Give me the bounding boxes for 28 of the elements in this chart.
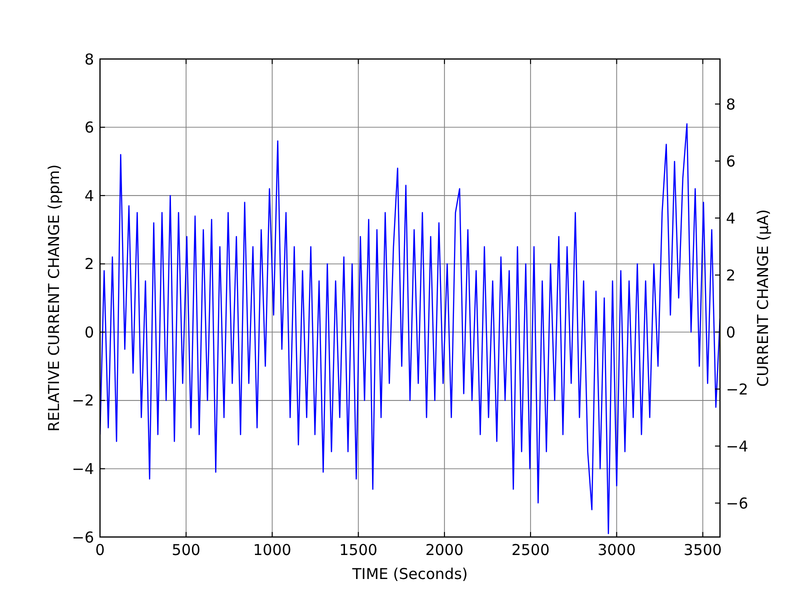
x-axis-title: TIME (Seconds) bbox=[351, 565, 468, 583]
y-tick-label: 2 bbox=[84, 255, 94, 274]
y2-tick-label: −4 bbox=[726, 437, 748, 456]
y-tick-label: −6 bbox=[72, 528, 94, 546]
x-tick-label: 1000 bbox=[253, 541, 292, 559]
y2-tick-label: 8 bbox=[726, 95, 736, 114]
y2-tick-label: 4 bbox=[726, 209, 736, 228]
y2-tick-label: 0 bbox=[726, 323, 736, 342]
x-tick-label: 1500 bbox=[339, 541, 378, 559]
x-tick-label: 3000 bbox=[598, 541, 636, 559]
y2-axis-title: CURRENT CHANGE (µA) bbox=[754, 209, 772, 387]
y-axis-title: RELATIVE CURRENT CHANGE (ppm) bbox=[45, 164, 63, 432]
line-series bbox=[100, 123, 720, 534]
y-tick-label: 8 bbox=[84, 50, 94, 68]
y-tick-label: 4 bbox=[84, 186, 94, 205]
x-tick-label: 3500 bbox=[684, 541, 722, 559]
y-tick-label: 6 bbox=[84, 118, 94, 137]
y-tick-label: 0 bbox=[84, 323, 94, 342]
y-tick-label: −4 bbox=[72, 460, 94, 478]
x-tick-label: 2500 bbox=[511, 541, 550, 559]
x-tick-label: 2000 bbox=[425, 541, 464, 559]
y2-tick-label: 2 bbox=[726, 266, 736, 284]
y2-tick-label: 6 bbox=[726, 152, 736, 170]
x-tick-label: 500 bbox=[172, 541, 200, 559]
y2-tick-label: −6 bbox=[726, 494, 748, 512]
y-tick-label: −2 bbox=[72, 392, 94, 410]
y2-tick-label: −2 bbox=[726, 380, 748, 398]
x-tick-label: 0 bbox=[95, 541, 105, 559]
